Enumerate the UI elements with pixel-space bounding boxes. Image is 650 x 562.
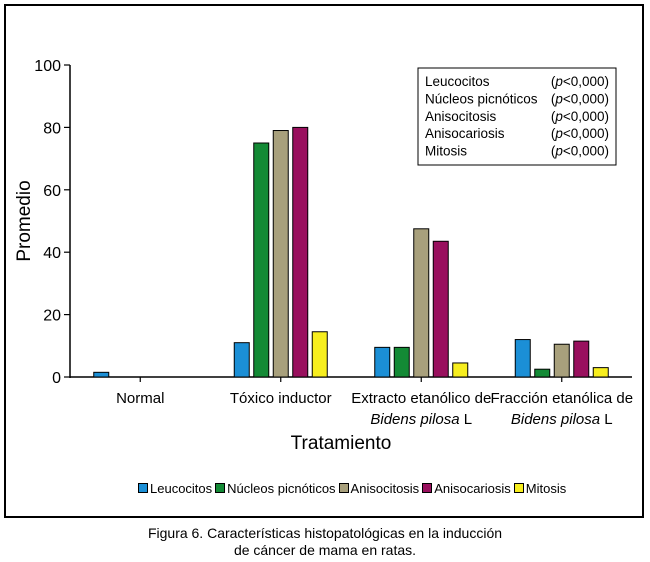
annotation-row-p-value: (p<0,000) bbox=[551, 109, 609, 124]
figure-caption-line-1: Figura 6. Características histopatológic… bbox=[147, 525, 503, 541]
legend-label-anisocitosis: Anisocitosis bbox=[350, 480, 420, 496]
annotation-box bbox=[417, 67, 617, 166]
x-tick-label: Normal bbox=[116, 390, 164, 407]
legend-swatch-nucleos-picnoticos bbox=[215, 483, 226, 493]
y-tick-label: 100 bbox=[34, 58, 61, 75]
legend-label-leucocitos: Leucocitos bbox=[150, 480, 213, 496]
bar-anisocariosis-1 bbox=[292, 126, 309, 378]
x-tick-label-line-2: Bidens pilosa L bbox=[511, 411, 613, 428]
y-tick-label: 40 bbox=[43, 245, 61, 262]
legend-label-mitosis: Mitosis bbox=[525, 480, 567, 496]
bar-anisocariosis-2 bbox=[432, 240, 449, 378]
x-tick-label-line-2: Bidens pilosa L bbox=[370, 411, 472, 428]
bar-anisocitosis-2 bbox=[413, 228, 430, 378]
bar-n-cleos-picn-ticos-2 bbox=[393, 346, 410, 378]
legend-item-nucleos-picnoticos: Núcleos picnóticos bbox=[215, 480, 336, 496]
bar-mitosis-2 bbox=[452, 362, 469, 378]
x-tick-label: Tóxico inductor bbox=[230, 390, 332, 407]
bar-n-cleos-picn-ticos-3 bbox=[534, 368, 551, 378]
legend-label-anisocariosis: Anisocariosis bbox=[434, 480, 511, 496]
x-tick-label: Extracto etanólico de bbox=[351, 390, 491, 407]
legend-swatch-leucocitos bbox=[138, 483, 148, 493]
x-tick-label: Fracción etanólica de bbox=[490, 390, 633, 407]
bar-chart: 0 20 40 60 80 100 Promedio Tratamiento Normal Tóx… bbox=[14, 58, 633, 454]
annotation-row-p-value: (p<0,000) bbox=[551, 144, 609, 159]
bar-leucocitos-3 bbox=[514, 339, 531, 378]
legend-item-anisocitosis: Anisocitosis bbox=[338, 480, 420, 496]
legend-item-leucocitos: Leucocitos bbox=[138, 481, 212, 496]
annotation-row-name: Leucocitos bbox=[425, 74, 490, 89]
bar-leucocitos-2 bbox=[374, 346, 391, 378]
figure-caption-line-2: de cáncer de mama en ratas. bbox=[233, 542, 417, 558]
y-axis-label: Promedio bbox=[14, 180, 35, 261]
legend-swatch-mitosis bbox=[513, 483, 524, 493]
y-tick-label: 60 bbox=[43, 183, 61, 200]
y-tick-label: 80 bbox=[43, 120, 61, 137]
bar-anisocariosis-3 bbox=[573, 340, 590, 378]
annotation-row-name: Anisocariosis bbox=[425, 126, 505, 141]
annotation-row-name: Núcleos picnóticos bbox=[425, 91, 538, 106]
legend-item-anisocariosis: Anisocariosis bbox=[422, 481, 511, 496]
legend: Leucocitos Núcleos picnóticos Anisocitos… bbox=[138, 479, 569, 497]
legend-swatch-anisocariosis bbox=[422, 483, 433, 493]
bar-anisocitosis-1 bbox=[272, 130, 289, 378]
annotation-row-name: Anisocitosis bbox=[425, 109, 497, 124]
bar-leucocitos-1 bbox=[233, 342, 250, 378]
annotation-row-name: Mitosis bbox=[425, 144, 467, 159]
y-tick-label: 20 bbox=[43, 308, 61, 325]
annotation-row-p-value: (p<0,000) bbox=[551, 126, 609, 141]
bar-mitosis-3 bbox=[592, 367, 609, 378]
bar-n-cleos-picn-ticos-1 bbox=[253, 142, 270, 378]
x-axis-label: Tratamiento bbox=[291, 433, 392, 454]
bar-anisocitosis-3 bbox=[553, 343, 570, 378]
bar-mitosis-1 bbox=[311, 331, 328, 378]
legend-label-nucleos-picnoticos: Núcleos picnóticos bbox=[227, 480, 336, 496]
annotation-row-p-value: (p<0,000) bbox=[551, 74, 609, 89]
y-tick-label: 0 bbox=[52, 370, 61, 387]
legend-item-mitosis: Mitosis bbox=[513, 480, 567, 496]
bar-leucocitos-0 bbox=[93, 371, 110, 378]
legend-swatch-anisocitosis bbox=[338, 483, 349, 493]
annotation-row-p-value: (p<0,000) bbox=[551, 91, 609, 106]
